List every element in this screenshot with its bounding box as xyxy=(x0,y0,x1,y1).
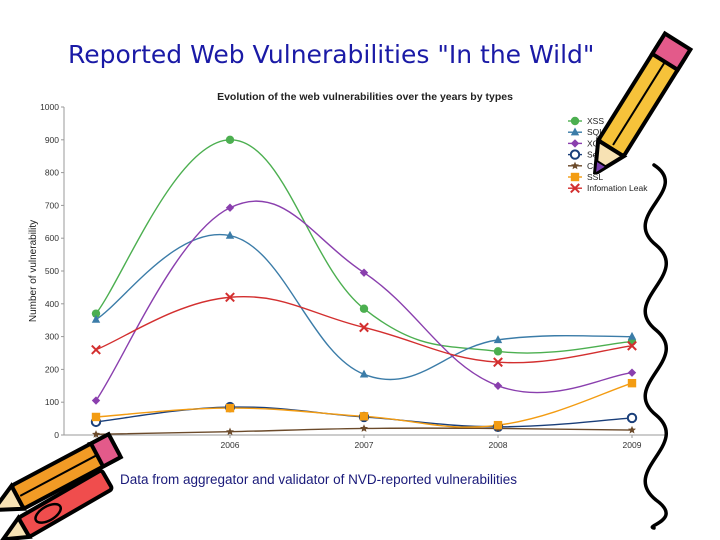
legend-marker xyxy=(570,172,580,182)
x-tick-label: 2008 xyxy=(489,440,508,450)
data-point-sqli xyxy=(91,314,101,323)
legend-label: SSL xyxy=(587,172,603,182)
data-point-xss xyxy=(493,347,503,356)
data-point-infomation-leak xyxy=(91,344,101,355)
data-point-xss xyxy=(359,304,369,313)
data-point-session xyxy=(626,412,638,424)
chart-caption: Data from aggregator and validator of NV… xyxy=(120,472,517,487)
y-tick-label: 200 xyxy=(45,364,59,374)
y-axis-label: Number of vulnerability xyxy=(28,220,39,322)
y-axis-ticks: 0 100 200 300 400 500 600 700 800 900 1000 xyxy=(40,102,64,440)
data-point-xcs xyxy=(493,381,503,390)
data-point-xcs xyxy=(225,203,235,212)
slide-title: Reported Web Vulnerabilities "In the Wil… xyxy=(68,40,595,69)
data-point-xss xyxy=(91,309,101,318)
data-point-csrf xyxy=(360,424,368,432)
data-point-xss xyxy=(225,135,235,144)
legend-marker xyxy=(569,149,581,160)
legend-marker xyxy=(570,127,580,136)
data-point-ssl xyxy=(627,378,637,388)
data-point-infomation-leak xyxy=(359,322,369,333)
y-tick-label: 300 xyxy=(45,332,59,342)
x-axis-ticks: 20052006200720082009 xyxy=(87,435,642,450)
y-tick-label: 500 xyxy=(45,266,59,276)
data-point-sqli xyxy=(359,369,369,378)
y-tick-label: 400 xyxy=(45,299,59,309)
chart-title: Evolution of the web vulnerabilities ove… xyxy=(217,91,513,103)
legend-label: Infomation Leak xyxy=(587,183,648,193)
x-tick-label: 2006 xyxy=(221,440,240,450)
y-tick-label: 700 xyxy=(45,200,59,210)
legend-label: SQLi xyxy=(587,127,606,137)
data-point-csrf xyxy=(92,430,100,438)
data-point-xcs xyxy=(359,268,369,277)
pencil-icon-bottom-left xyxy=(0,431,124,540)
legend-marker xyxy=(571,161,579,170)
data-point-sqli xyxy=(627,331,637,340)
data-point-infomation-leak xyxy=(627,340,637,351)
data-point-csrf xyxy=(628,425,636,434)
x-tick-label: 2007 xyxy=(355,440,374,450)
data-point-xcs xyxy=(627,368,637,377)
legend-marker xyxy=(570,139,580,148)
legend-label: XSS xyxy=(587,116,604,126)
data-point-csrf xyxy=(226,427,234,436)
data-point-ssl xyxy=(359,412,369,421)
swirl-decoration-icon xyxy=(643,163,669,530)
y-tick-label: 0 xyxy=(54,430,59,440)
data-point-xcs xyxy=(91,396,101,405)
y-tick-label: 800 xyxy=(45,168,59,178)
series-line-xss xyxy=(95,139,633,354)
y-tick-label: 1000 xyxy=(40,102,59,112)
data-point-sqli xyxy=(493,335,503,344)
y-tick-label: 600 xyxy=(45,233,59,243)
data-point-ssl xyxy=(225,403,235,413)
y-tick-label: 900 xyxy=(45,135,59,145)
data-point-infomation-leak xyxy=(225,292,235,303)
data-point-ssl xyxy=(91,412,101,422)
legend-marker xyxy=(570,183,580,194)
y-tick-label: 100 xyxy=(45,397,59,407)
series-markers xyxy=(90,135,638,438)
series-line-xcs xyxy=(95,200,633,401)
x-tick-label: 2009 xyxy=(623,440,642,450)
series-lines xyxy=(95,139,633,436)
series-line-sqli xyxy=(95,233,633,381)
data-point-sqli xyxy=(225,230,235,239)
data-point-ssl xyxy=(493,420,503,430)
data-point-infomation-leak xyxy=(493,357,503,368)
legend-marker xyxy=(570,116,580,126)
pencil-icon-top-right xyxy=(592,30,694,174)
